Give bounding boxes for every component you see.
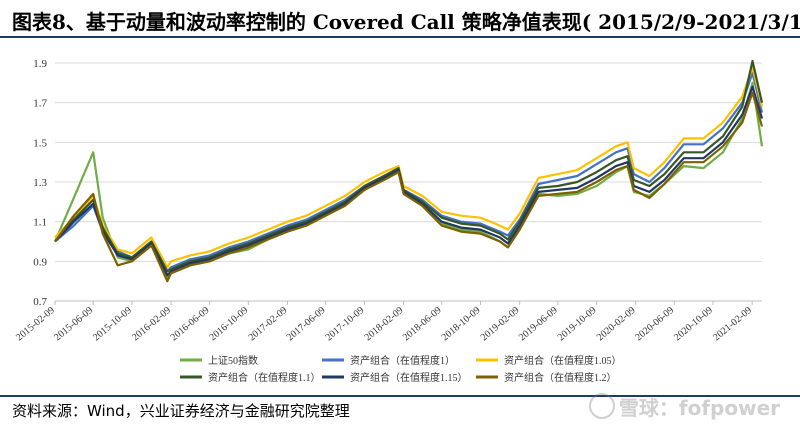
- y-tick-label: 1.5: [33, 137, 47, 149]
- figure-title: 图表8、基于动量和波动率控制的 Covered Call 策略净值表现( 201…: [12, 10, 800, 34]
- x-tick-label: 2015-06-09: [52, 305, 95, 343]
- x-tick-label: 2015-10-09: [91, 305, 134, 343]
- watermark: 雪球：fofpower: [588, 392, 780, 421]
- x-tick-label: 2020-06-09: [633, 305, 676, 343]
- x-tick-label: 2019-02-09: [479, 305, 522, 343]
- x-tick-label: 2017-02-09: [247, 305, 290, 343]
- x-tick-label: 2020-02-09: [595, 305, 638, 343]
- y-tick-label: 1.3: [33, 177, 47, 189]
- series-lines: [53, 59, 764, 283]
- series-line: [54, 85, 764, 277]
- legend: 上证50指数 资产组合（在值程度1） 资产组合（在值程度1.05） 资产组合（在值程度…: [180, 354, 622, 384]
- x-tick-label: 2017-06-09: [285, 305, 328, 343]
- series-line: [54, 59, 764, 273]
- x-tick-label: 2016-06-09: [169, 305, 212, 343]
- series-line: [54, 65, 764, 269]
- x-tick-label: 2021-02-09: [711, 305, 754, 343]
- y-tick-label: 1.1: [33, 217, 47, 229]
- x-tick-label: 2016-10-09: [207, 305, 250, 343]
- source-rule: [0, 395, 800, 397]
- x-tick-label: 2017-10-09: [324, 305, 367, 343]
- source-note: 资料来源：Wind，兴业证券经济与金融研究院整理: [12, 402, 350, 420]
- y-tick-label: 0.7: [33, 296, 47, 308]
- x-tick-label: 2019-10-09: [556, 305, 599, 343]
- title-rule: [0, 36, 800, 38]
- x-tick-label: 2018-06-09: [401, 305, 444, 343]
- legend-label: 资产组合（在值程度1.05）: [504, 354, 622, 367]
- series-line: [54, 91, 764, 283]
- y-tick-label: 1.9: [33, 58, 47, 70]
- x-tick-label: 2015-02-09: [14, 305, 57, 343]
- net-value-line-chart: 0.7 0.9 1.1 1.3 1.5 1.7 1.9 2015-02-092015-06-0…: [14, 58, 764, 384]
- y-tick-label: 1.7: [33, 98, 47, 110]
- snowball-logo-icon: [588, 393, 615, 419]
- x-tick-label: 2018-02-09: [363, 305, 406, 343]
- y-tick-label: 0.9: [33, 256, 47, 268]
- legend-label: 资产组合（在值程度1.1）: [208, 371, 321, 384]
- legend-label: 上证50指数: [208, 354, 258, 367]
- legend-label: 资产组合（在值程度1）: [350, 354, 455, 367]
- watermark-text: 雪球：fofpower: [618, 396, 780, 420]
- x-tick-label: 2020-10-09: [672, 305, 715, 343]
- legend-label: 资产组合（在值程度1.2）: [504, 371, 617, 384]
- legend-label: 资产组合（在值程度1.15）: [350, 371, 468, 384]
- x-tick-label: 2019-06-09: [517, 305, 560, 343]
- x-tick-label: 2018-10-09: [440, 305, 483, 343]
- axes: 0.7 0.9 1.1 1.3 1.5 1.7 1.9 2015-02-092015-06-0…: [14, 58, 762, 343]
- x-tick-label: 2016-02-09: [130, 305, 173, 343]
